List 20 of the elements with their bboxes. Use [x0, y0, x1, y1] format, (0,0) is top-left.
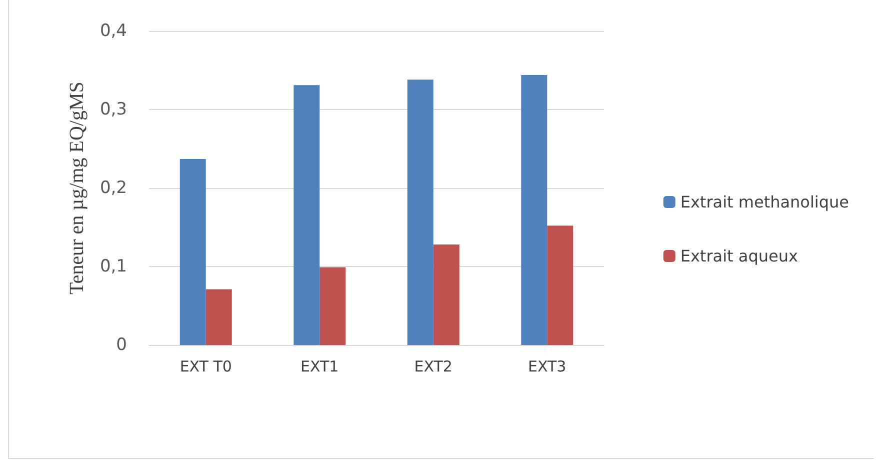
bar	[433, 244, 460, 345]
bar	[320, 267, 346, 345]
y-tick-label: 0,4	[100, 21, 127, 41]
x-tick-label: EXT T0	[180, 358, 232, 376]
y-tick-label: 0,3	[100, 100, 127, 120]
y-tick-label: 0,1	[100, 256, 127, 276]
legend-label: Extrait aqueux	[680, 246, 798, 266]
bar	[180, 158, 206, 345]
bar	[521, 74, 548, 345]
x-tick-label: EXT3	[528, 358, 566, 376]
bar	[407, 80, 434, 345]
x-tick-label: EXT1	[300, 358, 339, 376]
bar	[547, 226, 574, 345]
bar	[294, 85, 320, 345]
x-tick-label: EXT2	[414, 358, 452, 376]
y-tick-label: 0	[116, 335, 127, 355]
y-axis-title: Teneur en µg/mg EQ/gMS	[66, 82, 88, 294]
legend-label: Extrait methanolique	[680, 192, 850, 212]
y-tick-label: 0,2	[100, 178, 127, 198]
bar	[206, 289, 232, 345]
